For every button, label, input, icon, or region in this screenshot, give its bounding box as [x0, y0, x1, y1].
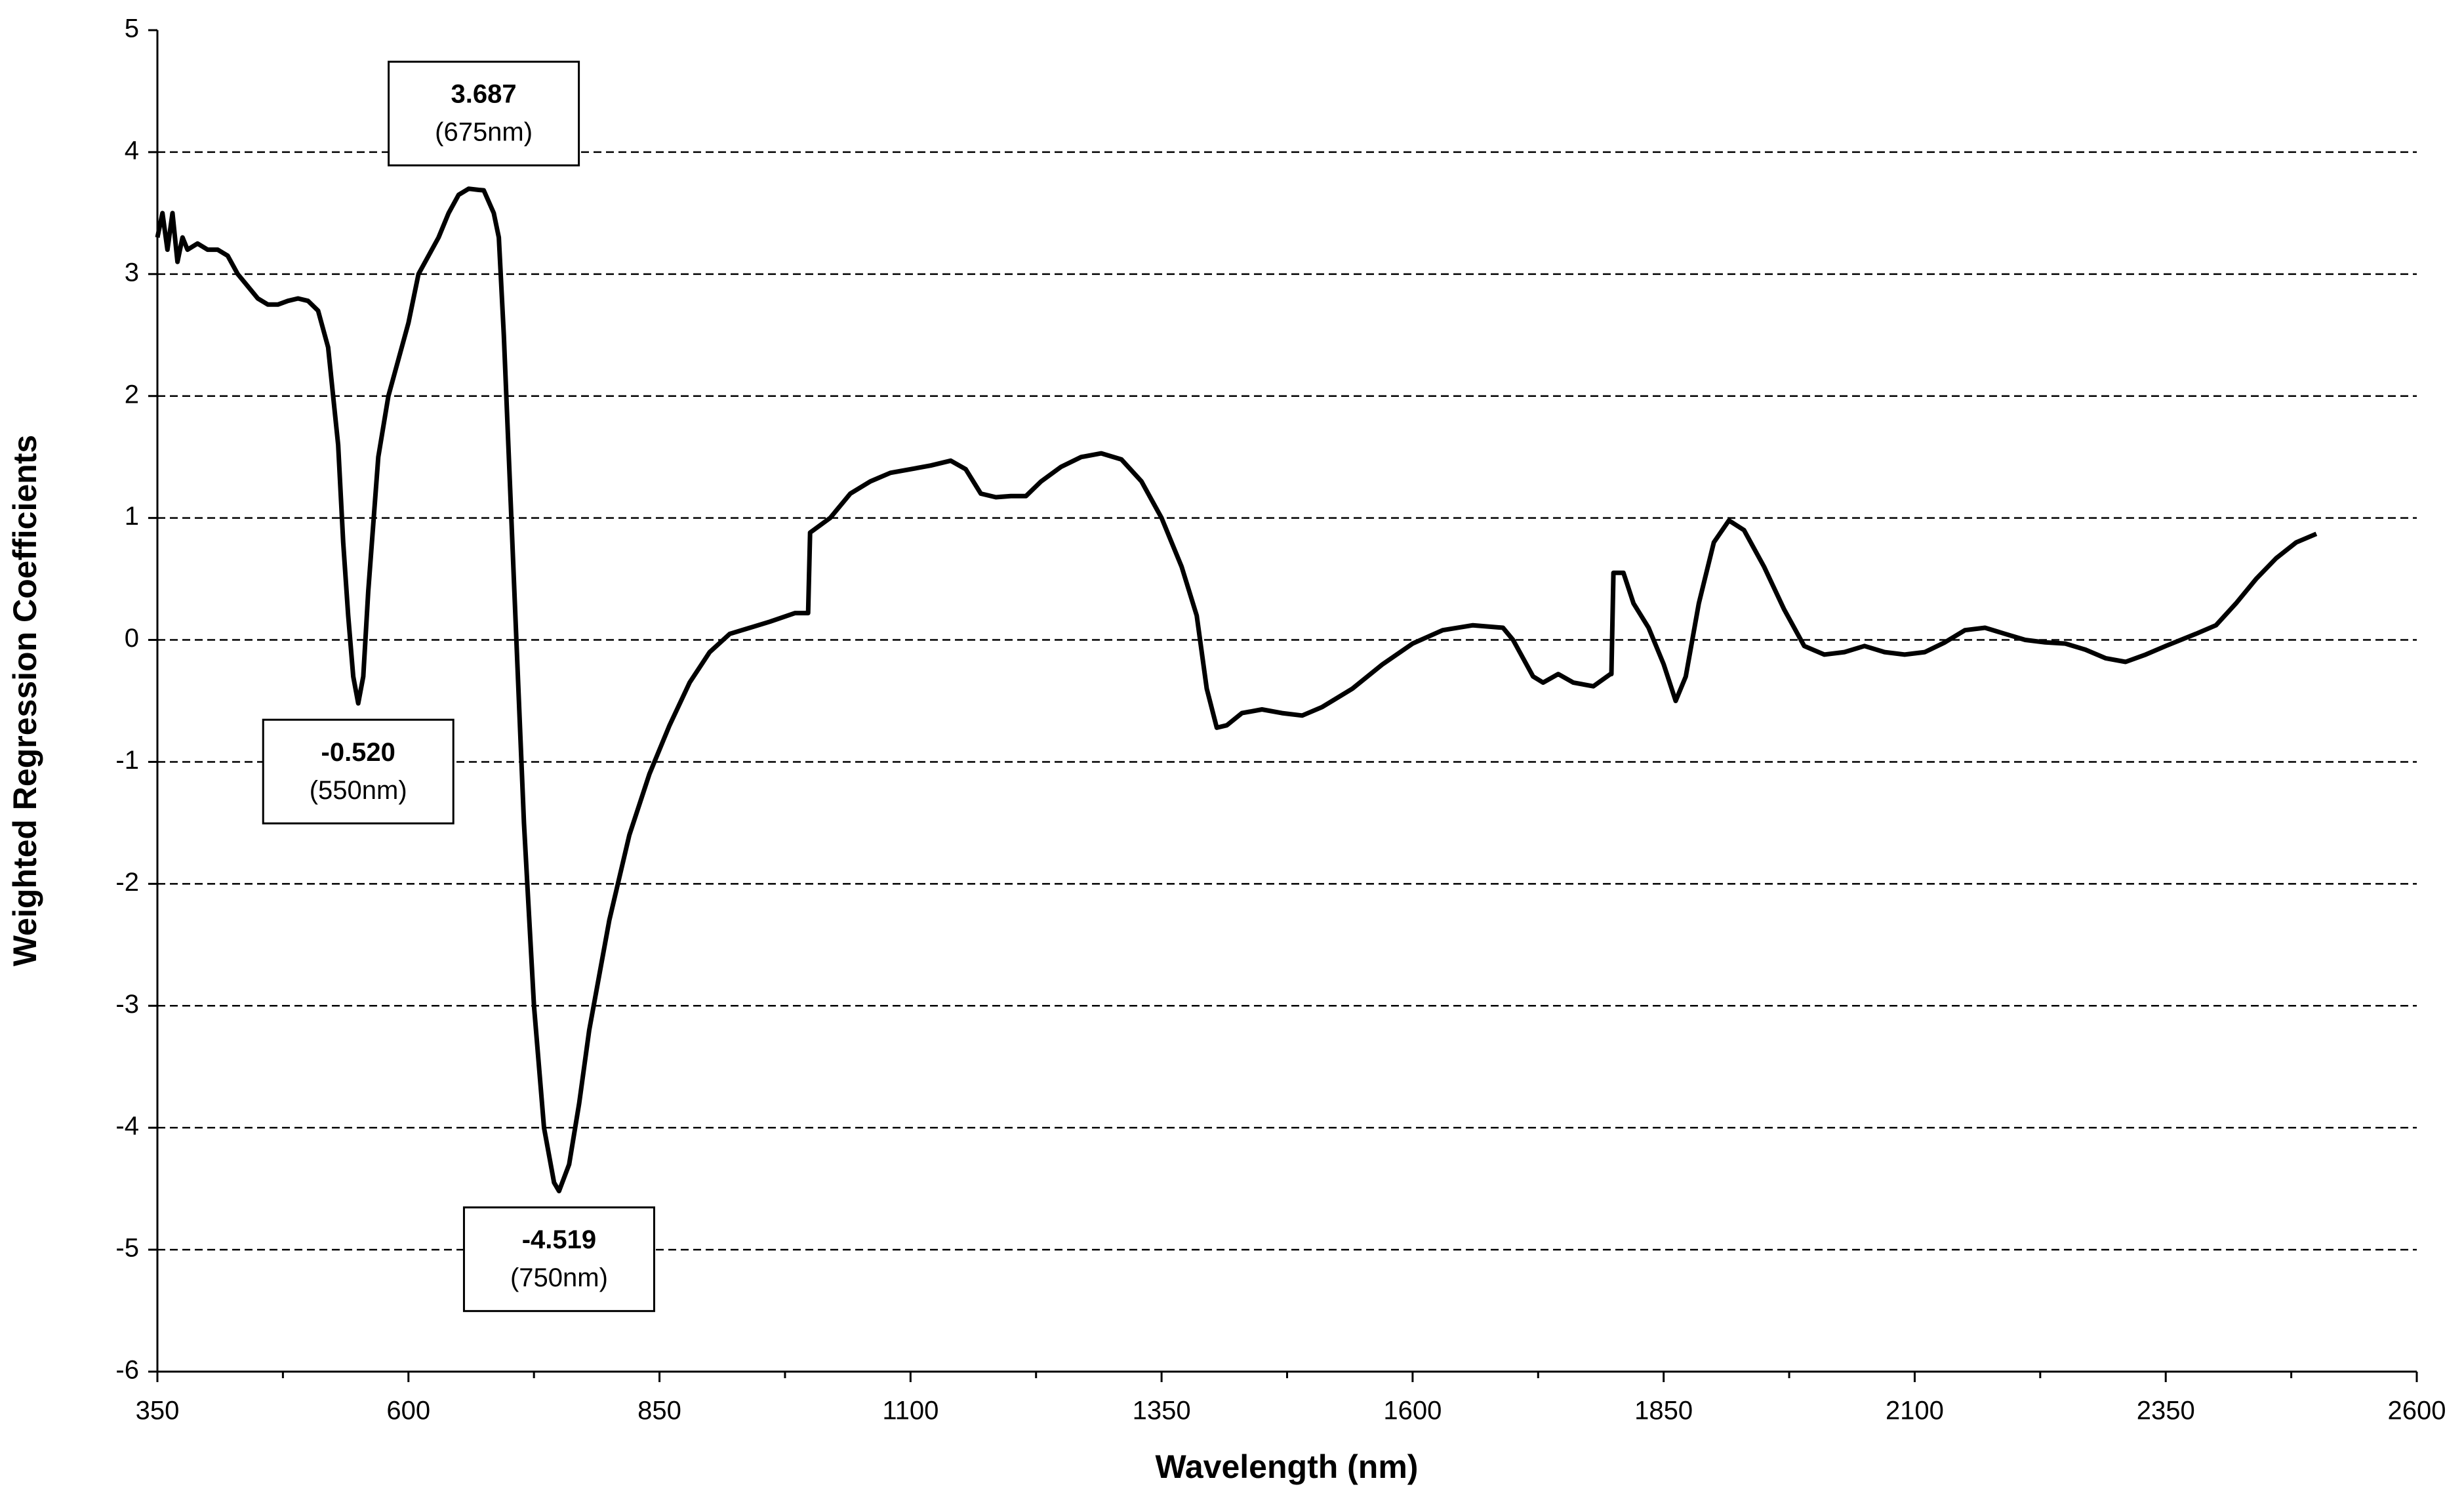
y-tick-label: 3	[125, 258, 139, 287]
y-tick-label: 5	[125, 14, 139, 43]
annotation-label: 3.687	[451, 80, 517, 109]
x-tick-label: 2100	[1886, 1397, 1944, 1425]
x-tick-label: 850	[637, 1397, 681, 1425]
y-tick-label: -6	[115, 1356, 139, 1385]
x-tick-label: 350	[136, 1397, 180, 1425]
x-tick-label: 600	[386, 1397, 430, 1425]
y-tick-label: -2	[115, 868, 139, 897]
y-tick-label: -4	[115, 1112, 139, 1141]
annotation-note: (675nm)	[435, 118, 533, 147]
y-tick-label: -3	[115, 990, 139, 1019]
data-line	[155, 186, 2318, 1194]
x-tick-label: 1100	[882, 1397, 939, 1425]
annotation-box	[462, 1206, 655, 1313]
annotation-note: (550nm)	[310, 776, 407, 805]
x-tick-label: 2600	[2388, 1397, 2446, 1425]
x-tick-label: 1850	[1634, 1397, 1693, 1425]
x-tick-label: 1350	[1133, 1397, 1191, 1425]
y-axis-title: Weighted Regression Coefficients	[7, 435, 43, 966]
x-axis-title: Wavelength (nm)	[1156, 1448, 1419, 1485]
x-tick-label: 1600	[1383, 1397, 1442, 1425]
x-tick-label: 2350	[2137, 1397, 2195, 1425]
annotation-box	[262, 718, 454, 825]
annotation-box	[388, 60, 580, 167]
annotation-note: (750nm)	[510, 1263, 608, 1292]
y-tick-label: 1	[125, 502, 139, 531]
y-tick-label: 0	[125, 624, 139, 653]
annotation-label: -4.519	[522, 1225, 596, 1254]
annotation-label: -0.520	[321, 738, 395, 767]
y-tick-label: -1	[115, 746, 139, 775]
y-tick-label: 4	[125, 136, 139, 165]
y-tick-label: -5	[115, 1234, 139, 1263]
y-tick-label: 2	[125, 380, 139, 409]
